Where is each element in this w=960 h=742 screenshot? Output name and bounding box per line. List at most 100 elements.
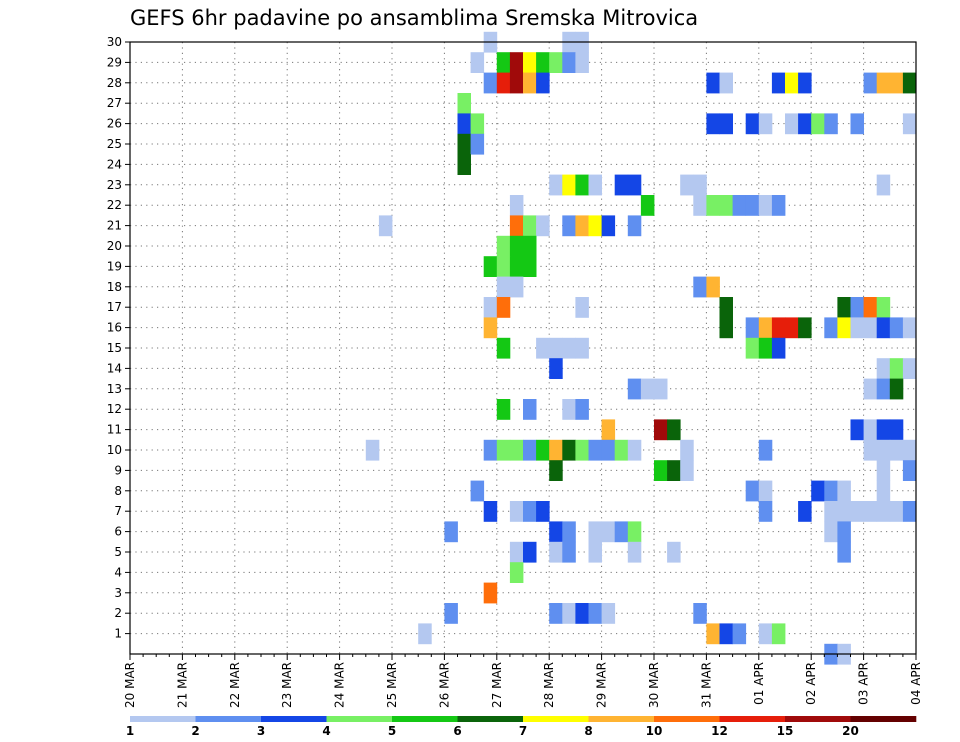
heatmap-cell <box>876 501 891 522</box>
heatmap-cell <box>562 521 576 543</box>
heatmap-cell <box>889 358 904 379</box>
heatmap-cell <box>876 480 891 502</box>
heatmap-cell <box>523 215 537 237</box>
heatmap-cell <box>785 317 799 339</box>
heatmap-cell <box>588 174 602 196</box>
heatmap-cell <box>509 562 524 583</box>
heatmap-cell <box>719 623 733 645</box>
heatmap-cell <box>889 439 904 461</box>
x-tick-label: 26 MAR <box>437 662 451 708</box>
legend-swatch <box>195 716 262 722</box>
heatmap-cell <box>837 541 851 563</box>
y-tick-label: 24 <box>107 157 122 171</box>
legend-swatch <box>719 716 786 722</box>
legend-swatch <box>326 716 393 722</box>
heatmap-cell <box>483 297 498 318</box>
heatmap-cell <box>902 72 917 94</box>
heatmap-cell <box>745 337 760 359</box>
heatmap-cell <box>758 195 773 216</box>
heatmap-cell <box>523 501 537 522</box>
heatmap-cell <box>549 603 563 624</box>
heatmap-cell <box>523 439 537 461</box>
x-tick-label: 23 MAR <box>280 662 294 708</box>
heatmap-cell <box>889 317 904 339</box>
heatmap-cell <box>627 439 642 461</box>
heatmap-cell <box>902 358 917 379</box>
legend-label: 20 <box>842 724 859 738</box>
x-tick-label: 02 APR <box>804 662 818 705</box>
heatmap-cell <box>496 235 511 257</box>
y-tick-label: 19 <box>107 259 122 273</box>
color-legend: 1 2 3 4 5 6 7 8 10 12 15 20 <box>126 716 917 738</box>
heatmap-cell <box>785 72 799 94</box>
heatmap-cell <box>771 72 786 94</box>
heatmap-cell <box>680 460 694 481</box>
heatmap-cell <box>824 521 838 543</box>
heatmap-cell <box>758 623 773 645</box>
heatmap-cell <box>549 337 563 359</box>
heatmap-cell <box>562 174 576 196</box>
heatmap-cell <box>562 215 576 237</box>
heatmap-cell <box>771 317 786 339</box>
heatmap-cell <box>850 317 864 339</box>
legend-label: 10 <box>646 724 663 738</box>
heatmap-cell <box>771 623 786 645</box>
legend-swatch <box>261 716 327 722</box>
heatmap-cell <box>811 480 825 502</box>
heatmap-cell <box>496 297 511 318</box>
x-tick-label: 27 MAR <box>490 662 504 708</box>
x-tick-label: 22 MAR <box>228 662 242 708</box>
heatmap-cell <box>837 480 851 502</box>
y-tick-label: 20 <box>107 239 122 253</box>
heatmap-cell <box>758 439 773 461</box>
heatmap-cell <box>549 174 563 196</box>
y-tick-label: 21 <box>107 219 122 233</box>
x-tick-label: 30 MAR <box>647 662 661 708</box>
legend-label: 2 <box>191 724 199 738</box>
y-tick-label: 23 <box>107 178 122 192</box>
heatmap-cell <box>837 297 851 318</box>
y-tick-label: 13 <box>107 382 122 396</box>
heatmap-cell <box>483 501 498 522</box>
heatmap-cell <box>444 521 458 543</box>
y-tick-label: 29 <box>107 55 122 69</box>
y-tick-label: 6 <box>114 525 122 539</box>
x-tick-label: 24 MAR <box>333 662 347 708</box>
heatmap-cell <box>824 480 838 502</box>
heatmap-cell <box>588 603 602 624</box>
heatmap-cell <box>470 113 485 135</box>
legend-label: 7 <box>519 724 527 738</box>
heatmap-cell <box>758 501 773 522</box>
heatmap-cell <box>850 297 864 318</box>
heatmap-cell <box>418 623 432 645</box>
heatmap-cell <box>863 317 878 339</box>
heatmap-cell <box>627 378 642 400</box>
heatmap-cell <box>758 317 773 339</box>
x-tick-label: 20 MAR <box>123 662 137 708</box>
y-tick-label: 30 <box>107 35 122 49</box>
y-tick-label: 14 <box>107 361 122 375</box>
y-tick-label: 2 <box>114 606 122 620</box>
heatmap-cell <box>575 297 589 318</box>
heatmap-cell <box>889 378 904 400</box>
y-tick-label: 25 <box>107 137 122 151</box>
heatmap-cell <box>798 72 812 94</box>
heatmap-cell <box>496 52 511 73</box>
heatmap-cell <box>876 439 891 461</box>
heatmap-cell <box>902 439 917 461</box>
heatmap-cell <box>523 52 537 73</box>
heatmap-cell <box>575 174 589 196</box>
heatmap-cell <box>549 52 563 73</box>
heatmap-cell <box>496 439 511 461</box>
heatmap-cell <box>876 317 891 339</box>
heatmap-cell <box>863 378 878 400</box>
heatmap-cell <box>627 215 642 237</box>
heatmap-cell <box>889 72 904 94</box>
heatmap-cell <box>575 52 589 73</box>
x-tick-label: 21 MAR <box>175 662 189 708</box>
heatmap-cell <box>758 337 773 359</box>
heatmap-cell <box>509 235 524 257</box>
heatmap-cell <box>496 276 511 298</box>
heatmap-cell <box>837 521 851 543</box>
heatmap-cell <box>549 358 563 379</box>
